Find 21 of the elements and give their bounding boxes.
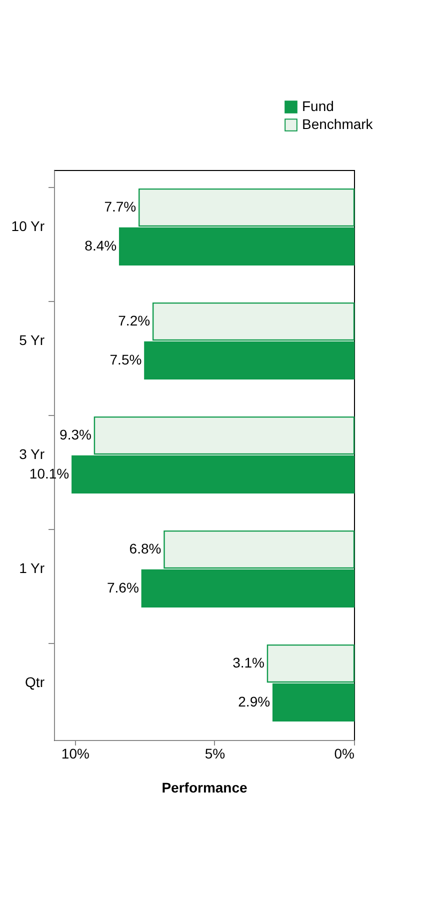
data-label: 2.9% [238,693,270,710]
data-label: 8.4% [84,237,117,254]
x-tick-label: 0% [334,746,354,762]
data-label: 7.7% [104,198,136,215]
data-label: 3.1% [232,654,264,671]
x-axis-title: Performance [162,780,248,796]
y-tick-label: 3 Yr [19,446,45,462]
legend-label: Benchmark [302,116,374,132]
x-tick-label: 5% [204,746,226,762]
y-tick-label: 10 Yr [11,218,45,234]
data-label: 7.2% [118,312,150,329]
data-label: 10.1% [29,465,70,482]
data-label: 7.5% [110,351,142,368]
legend-label: Fund [302,98,334,114]
y-tick-label: Qtr [25,674,45,690]
y-tick-label: 5 Yr [19,332,45,348]
data-label: 9.3% [60,426,92,443]
data-label: 6.8% [129,540,162,557]
y-tick-label: 1 Yr [19,560,45,576]
data-label: 7.6% [106,579,139,596]
x-tick-label: 10% [61,746,90,762]
